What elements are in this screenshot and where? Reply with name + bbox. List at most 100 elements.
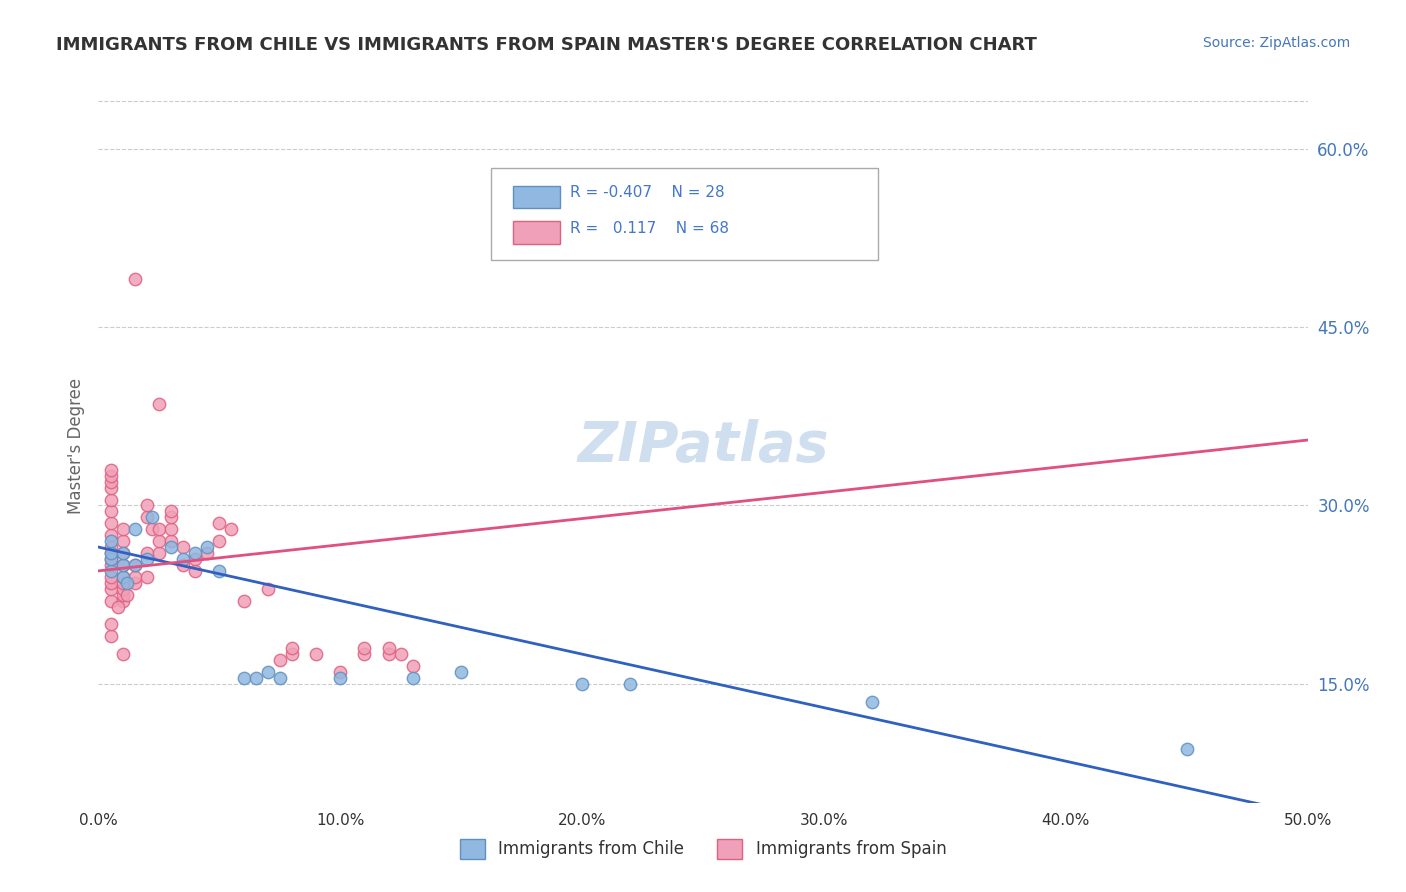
Point xyxy=(184,552,207,566)
Point xyxy=(107,599,129,614)
Point xyxy=(111,546,134,560)
Point xyxy=(148,534,170,549)
Point xyxy=(148,397,170,411)
Point xyxy=(100,582,122,596)
Point xyxy=(117,588,139,602)
Point xyxy=(221,522,243,536)
Point xyxy=(100,481,122,495)
Point xyxy=(232,671,254,685)
Point xyxy=(389,647,412,661)
Point xyxy=(619,677,641,691)
Point xyxy=(172,540,194,554)
Point xyxy=(111,575,134,590)
Point xyxy=(111,534,134,549)
Point xyxy=(124,272,146,286)
Point xyxy=(256,582,278,596)
Point xyxy=(256,665,278,679)
Text: R =   0.117    N = 68: R = 0.117 N = 68 xyxy=(569,221,728,235)
Point xyxy=(111,582,134,596)
FancyBboxPatch shape xyxy=(513,186,561,209)
Point xyxy=(281,641,304,656)
Point xyxy=(450,665,472,679)
Point xyxy=(353,641,375,656)
Point xyxy=(148,522,170,536)
Point xyxy=(100,617,122,632)
Point xyxy=(111,522,134,536)
Point xyxy=(329,665,352,679)
Point xyxy=(100,570,122,584)
Point xyxy=(100,558,122,572)
Point xyxy=(100,504,122,518)
Point xyxy=(195,546,218,560)
Text: Source: ZipAtlas.com: Source: ZipAtlas.com xyxy=(1202,36,1350,50)
Point xyxy=(160,534,183,549)
Point xyxy=(135,570,157,584)
Point xyxy=(100,463,122,477)
Point xyxy=(160,522,183,536)
Point xyxy=(148,546,170,560)
Text: IMMIGRANTS FROM CHILE VS IMMIGRANTS FROM SPAIN MASTER'S DEGREE CORRELATION CHART: IMMIGRANTS FROM CHILE VS IMMIGRANTS FROM… xyxy=(56,36,1038,54)
Point xyxy=(111,558,134,572)
Point xyxy=(124,558,146,572)
Point xyxy=(135,546,157,560)
Legend: Immigrants from Chile, Immigrants from Spain: Immigrants from Chile, Immigrants from S… xyxy=(453,832,953,866)
Point xyxy=(135,510,157,524)
Point xyxy=(100,546,122,560)
Point xyxy=(124,558,146,572)
Text: ZIPatlas: ZIPatlas xyxy=(578,419,828,473)
Point xyxy=(208,516,231,531)
Point xyxy=(100,546,122,560)
Point xyxy=(860,695,883,709)
Point xyxy=(208,534,231,549)
Point xyxy=(111,593,134,607)
Text: R = -0.407    N = 28: R = -0.407 N = 28 xyxy=(569,186,724,200)
Point xyxy=(281,647,304,661)
Point xyxy=(135,499,157,513)
Point xyxy=(124,575,146,590)
Point xyxy=(117,575,139,590)
Point xyxy=(160,510,183,524)
Point xyxy=(100,629,122,643)
FancyBboxPatch shape xyxy=(492,168,879,260)
Point xyxy=(172,552,194,566)
Point xyxy=(184,546,207,560)
Point xyxy=(100,552,122,566)
Point xyxy=(141,510,163,524)
Point xyxy=(245,671,267,685)
Point xyxy=(172,558,194,572)
Point xyxy=(141,522,163,536)
Point xyxy=(111,570,134,584)
Point xyxy=(269,671,291,685)
Point xyxy=(353,647,375,661)
Point xyxy=(160,540,183,554)
Point xyxy=(100,564,122,578)
Point xyxy=(100,552,122,566)
Point xyxy=(111,588,134,602)
FancyBboxPatch shape xyxy=(513,221,561,244)
Point xyxy=(100,593,122,607)
Point xyxy=(111,546,134,560)
Point xyxy=(571,677,593,691)
Point xyxy=(195,540,218,554)
Point xyxy=(135,552,157,566)
Point xyxy=(100,468,122,483)
Point xyxy=(111,558,134,572)
Point xyxy=(402,659,425,673)
Point xyxy=(1175,742,1198,756)
Point xyxy=(232,593,254,607)
Point xyxy=(402,671,425,685)
Point xyxy=(100,528,122,542)
Point xyxy=(100,540,122,554)
Point xyxy=(124,522,146,536)
Point xyxy=(208,564,231,578)
Point xyxy=(160,504,183,518)
Point xyxy=(269,653,291,667)
Point xyxy=(329,671,352,685)
Point xyxy=(184,564,207,578)
Point xyxy=(377,641,399,656)
Point xyxy=(111,570,134,584)
Point xyxy=(100,575,122,590)
Point xyxy=(100,534,122,549)
Point xyxy=(305,647,328,661)
Y-axis label: Master's Degree: Master's Degree xyxy=(66,378,84,514)
